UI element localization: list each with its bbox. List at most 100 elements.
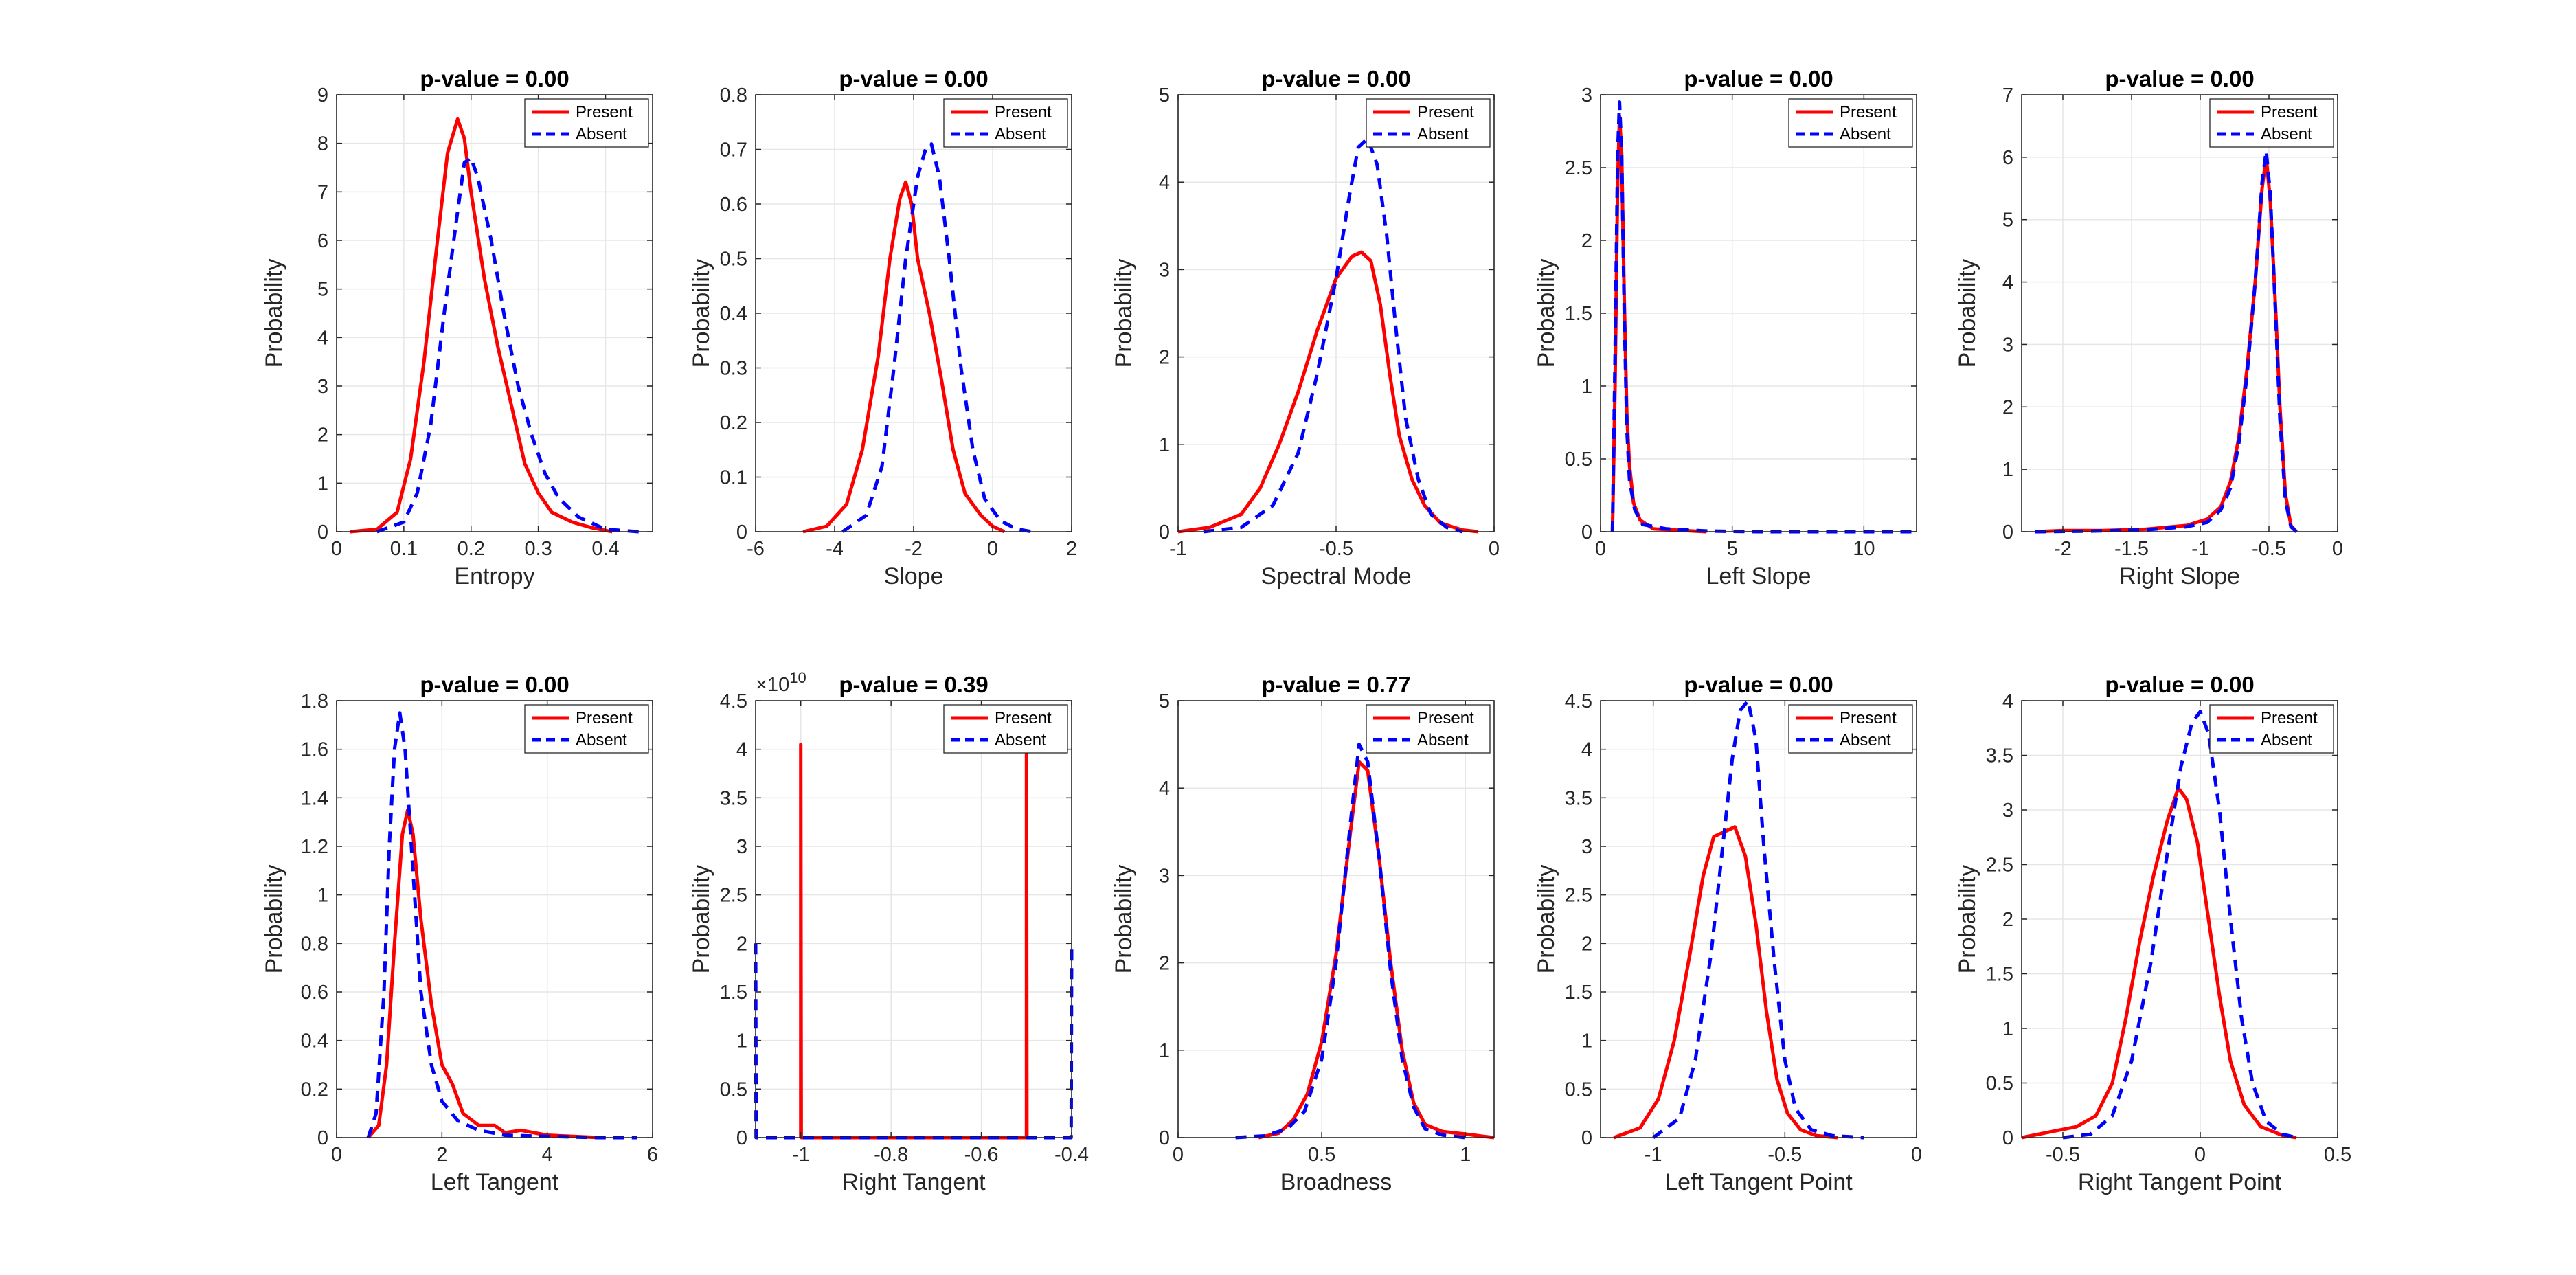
y-tick-label: 1 xyxy=(1159,1040,1170,1062)
y-tick-label: 5 xyxy=(2002,210,2013,232)
x-tick-label: 0.5 xyxy=(2324,1144,2351,1166)
y-tick-label: 3 xyxy=(1159,259,1170,281)
x-tick-label: 2 xyxy=(1066,538,1077,560)
legend-label-absent: Absent xyxy=(995,731,1046,749)
axes-frame xyxy=(336,700,653,1138)
y-tick-label: 5 xyxy=(1159,690,1170,712)
y-tick-label: 0.4 xyxy=(720,303,747,325)
x-tick-label: -4 xyxy=(826,538,844,560)
series-line-present xyxy=(1177,250,1479,534)
subplot-9: -1 -0.5 0 0 0.5 1 1.5 2 2.5 3 3.5 4 4.5 p-value = 0.0… xyxy=(1533,672,1922,1195)
subplot-title: p-value = 0.00 xyxy=(2105,66,2254,91)
subplot-title: p-value = 0.00 xyxy=(1684,672,1833,697)
y-tick-label: 0 xyxy=(2002,521,2013,543)
x-tick-label: 0 xyxy=(331,538,342,560)
legend-label-present: Present xyxy=(576,103,633,122)
y-tick-label: 1.5 xyxy=(720,982,747,1004)
series-line-present xyxy=(1258,760,1495,1140)
y-tick-label: 0.7 xyxy=(720,139,747,161)
series-line-present xyxy=(350,117,613,534)
legend-label-absent: Absent xyxy=(1417,125,1469,144)
subplot-title: p-value = 0.00 xyxy=(2105,672,2254,697)
y-axis-label: Probability xyxy=(688,259,714,368)
x-tick-label: 0 xyxy=(331,1144,342,1166)
legend-box xyxy=(943,704,1068,754)
x-tick-label: 0 xyxy=(2195,1144,2206,1166)
y-tick-label: 0.2 xyxy=(720,412,747,434)
x-tick-label: -0.4 xyxy=(1054,1144,1089,1166)
x-axis-label: Broadness xyxy=(1280,1169,1392,1195)
legend: Present Absent xyxy=(524,704,649,754)
subplot-title: p-value = 0.00 xyxy=(420,66,569,91)
x-axis-label: Right Tangent xyxy=(841,1169,986,1195)
y-axis-label: Probability xyxy=(1111,865,1137,974)
subplot-title: p-value = 0.77 xyxy=(1261,672,1410,697)
series-line-absent xyxy=(366,711,637,1140)
legend: Present Absent xyxy=(1788,704,1913,754)
y-tick-label: 4 xyxy=(736,739,747,761)
x-axis-label: Left Tangent Point xyxy=(1664,1169,1853,1195)
series-line-absent xyxy=(2062,710,2297,1140)
legend-label-absent: Absent xyxy=(1840,125,1891,144)
x-tick-label: 0 xyxy=(1595,538,1606,560)
y-tick-label: 1.2 xyxy=(301,836,328,858)
subplot-title: p-value = 0.00 xyxy=(1261,66,1410,91)
legend-box xyxy=(524,704,649,754)
y-tick-label: 2 xyxy=(2002,396,2013,418)
series-line-present xyxy=(367,808,600,1140)
x-tick-label: -2 xyxy=(2054,538,2072,560)
y-tick-label: 0.8 xyxy=(720,84,747,106)
y-tick-label: 9 xyxy=(317,84,328,106)
axes-frame xyxy=(1177,700,1495,1138)
legend-box xyxy=(1788,704,1913,754)
y-tick-label: 0.5 xyxy=(720,249,747,271)
legend-box xyxy=(2209,704,2334,754)
y-tick-label: 0 xyxy=(1581,521,1592,543)
y-tick-label: 4 xyxy=(317,327,328,349)
y-tick-label: 3.5 xyxy=(720,787,747,809)
legend-label-present: Present xyxy=(1840,103,1897,122)
x-tick-label: 0 xyxy=(1911,1144,1922,1166)
y-tick-label: 0.5 xyxy=(720,1079,747,1101)
series-line-present xyxy=(1613,825,1838,1140)
x-tick-label: -1.5 xyxy=(2114,538,2149,560)
x-tick-label: -0.5 xyxy=(2252,538,2286,560)
legend: Present Absent xyxy=(2209,704,2334,754)
subplot-3: -1 -0.5 0 0 1 2 3 4 5 p-value = 0.00 Spectral Mode… xyxy=(1111,66,1500,589)
y-tick-label: 1 xyxy=(2002,1018,2013,1040)
subplot-title: p-value = 0.00 xyxy=(839,66,988,91)
x-axis-label: Left Slope xyxy=(1706,563,1811,589)
y-tick-label: 0 xyxy=(2002,1127,2013,1149)
x-tick-label: 4 xyxy=(542,1144,553,1166)
y-tick-label: 2 xyxy=(1159,347,1170,369)
y-tick-label: 1.4 xyxy=(301,787,328,809)
y-tick-label: 3 xyxy=(736,836,747,858)
series-line-absent xyxy=(1235,743,1466,1140)
legend: Present Absent xyxy=(1788,98,1913,148)
series-line-present xyxy=(1610,115,1706,534)
y-axis-label: Probability xyxy=(1111,259,1137,368)
x-tick-label: 1 xyxy=(1460,1144,1471,1166)
y-axis-label: Probability xyxy=(1954,865,1980,974)
x-axis-label: Right Slope xyxy=(2119,563,2240,589)
legend: Present Absent xyxy=(1366,98,1491,148)
legend-label-present: Present xyxy=(995,103,1052,122)
x-tick-label: 0 xyxy=(987,538,998,560)
subplot-10: -0.5 0 0.5 0 0.5 1 1.5 2 2.5 3 3.5 4 p-value = 0.00 R… xyxy=(1954,672,2351,1195)
y-tick-label: 1 xyxy=(317,885,328,907)
x-tick-label: -2 xyxy=(905,538,923,560)
y-tick-label: 5 xyxy=(317,279,328,301)
x-tick-label: 0.5 xyxy=(1308,1144,1335,1166)
y-tick-label: 0 xyxy=(317,1127,328,1149)
y-axis-label: Probability xyxy=(261,865,287,974)
y-tick-label: 2 xyxy=(1581,933,1592,955)
legend: Present Absent xyxy=(943,704,1068,754)
y-tick-label: 0.8 xyxy=(301,933,328,955)
subplot-2: -6 -4 -2 0 2 0 0.1 0.2 0.3 0.4 0.5 0.6 0.7 0.8 p-value… xyxy=(688,66,1077,589)
y-axis-label: Probability xyxy=(261,259,287,368)
legend-label-present: Present xyxy=(995,709,1052,727)
y-tick-label: 0 xyxy=(317,521,328,543)
y-tick-label: 1 xyxy=(1581,376,1592,398)
x-axis-label: Right Tangent Point xyxy=(2078,1169,2282,1195)
y-tick-label: 1 xyxy=(317,473,328,495)
